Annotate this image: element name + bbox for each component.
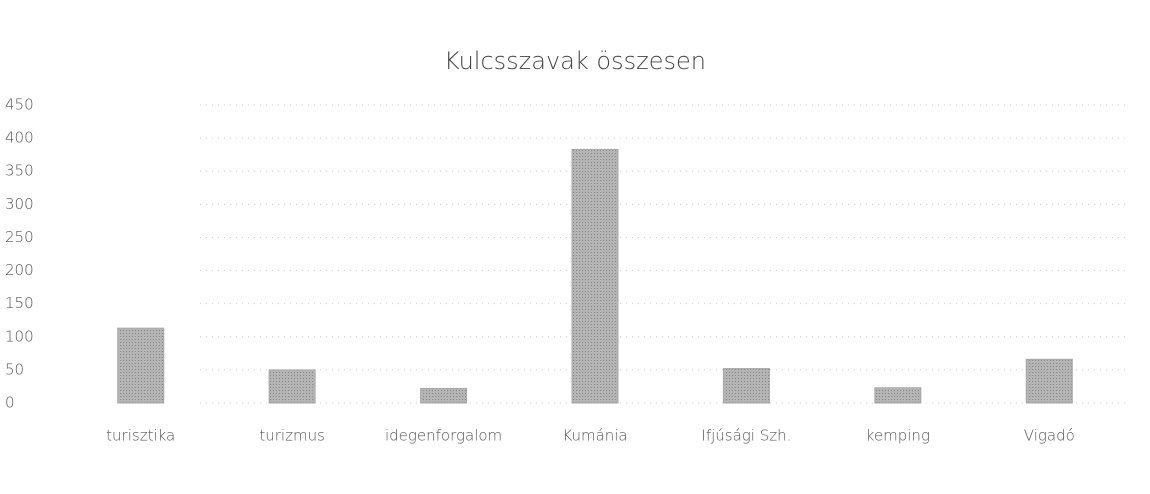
y-tick-label: 50 — [5, 360, 24, 378]
y-tick-label: 400 — [5, 129, 34, 147]
x-tick-label: turizmus — [259, 427, 325, 445]
y-tick-label: 0 — [5, 394, 15, 412]
x-tick-label: turisztika — [106, 427, 175, 445]
bar — [874, 387, 922, 404]
x-tick-label: Kumánia — [562, 427, 627, 445]
bar — [117, 327, 165, 404]
x-tick-label: idegenforgalom — [385, 427, 502, 445]
y-tick-label: 450 — [5, 96, 34, 114]
chart-title: Kulcsszavak összesen — [444, 47, 706, 75]
y-tick-label: 150 — [5, 294, 34, 312]
bar — [268, 369, 316, 404]
bar — [722, 368, 770, 404]
y-tick-label: 100 — [5, 327, 34, 345]
x-tick-label: Ifjúsági Szh. — [701, 427, 791, 445]
bar — [420, 387, 468, 404]
x-tick-label: Vigadó — [1024, 427, 1075, 445]
x-tick-label: kemping — [866, 427, 930, 445]
y-tick-label: 300 — [5, 195, 34, 213]
bar — [1025, 358, 1073, 404]
y-tick-label: 250 — [5, 228, 34, 246]
y-tick-label: 200 — [5, 261, 34, 279]
bar — [571, 148, 619, 404]
y-tick-label: 350 — [5, 162, 34, 180]
